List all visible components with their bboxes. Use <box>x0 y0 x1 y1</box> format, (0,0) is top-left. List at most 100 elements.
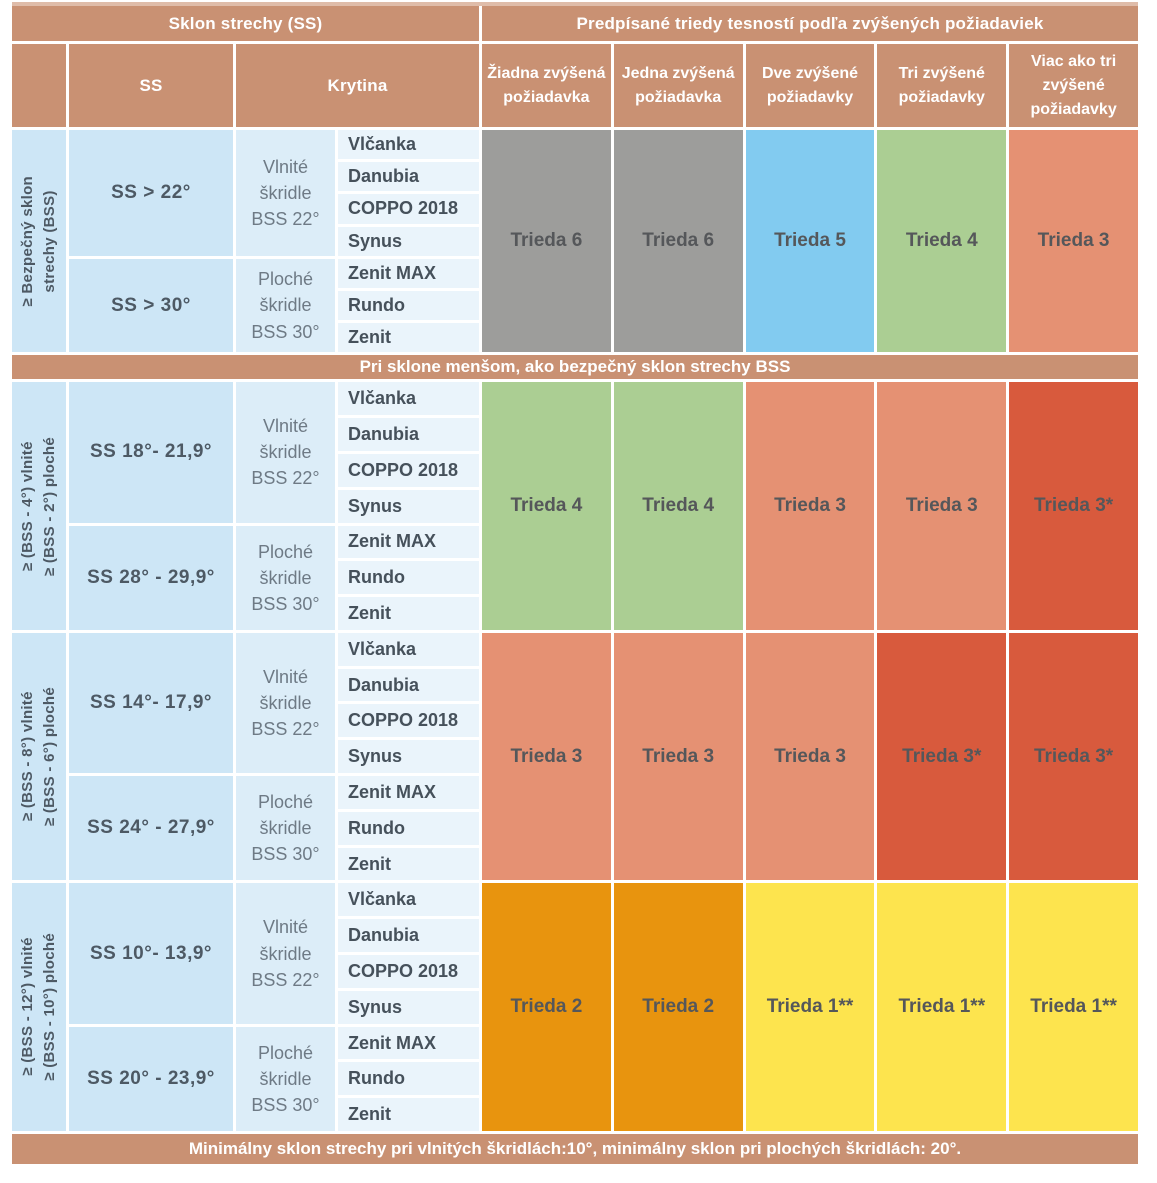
section-4-class-4: Trieda 1** <box>1009 883 1138 1132</box>
section-3-class-4: Trieda 3* <box>1009 632 1138 881</box>
krytina-line: Ploché <box>257 792 314 813</box>
section-3-class-0: Trieda 3 <box>482 632 611 881</box>
product-cell: Zenit MAX <box>338 1026 479 1060</box>
product-cell: Vlčanka <box>338 883 479 917</box>
header-sklon-strechy: Sklon strechy (SS) <box>12 6 479 41</box>
krytina-line: BSS 22° <box>251 208 320 229</box>
product-cell: COPPO 2018 <box>338 704 479 738</box>
product-cell: Zenit <box>338 847 479 881</box>
section-1-class-2: Trieda 5 <box>745 130 875 353</box>
section-2-class-2: Trieda 3 <box>745 382 875 630</box>
section-3-label-line-2: ≥ (BSS - 6°) ploché <box>41 687 58 827</box>
krytina-line: BSS 22° <box>251 969 320 990</box>
section-1-label-line-1: ≥ Bezpečný sklon <box>19 175 37 307</box>
section-4-class-2: Trieda 1** <box>745 883 875 1132</box>
product-cell: Vlčanka <box>338 632 479 666</box>
krytina-line: škridle <box>259 442 312 463</box>
header-predpisane-triedy: Predpísané triedy tesností podľa zvýšený… <box>482 6 1138 41</box>
product-cell: Rundo <box>338 561 479 595</box>
krytina-line: škridle <box>259 1068 312 1089</box>
section-2-label-line-1: ≥ (BSS - 4°) vlnité <box>19 441 37 572</box>
section-2-class-0: Trieda 4 <box>482 382 611 630</box>
header-req-0: Žiadna zvýšená požiadavka <box>482 44 611 127</box>
section-3-class-1: Trieda 3 <box>613 632 743 881</box>
header-empty-cell <box>12 44 66 127</box>
section-4-class-0: Trieda 2 <box>482 883 611 1132</box>
section-1-rotated-label: ≥ Bezpečný sklon strechy (BSS) <box>12 130 66 353</box>
header-req-3: Tri zvýšené požiadavky <box>877 44 1007 127</box>
product-cell: Rundo <box>338 811 479 845</box>
product-cell: COPPO 2018 <box>338 194 479 224</box>
section-3-class-2: Trieda 3 <box>745 632 875 881</box>
section-2-class-3: Trieda 3 <box>877 382 1007 630</box>
product-cell: Synus <box>338 489 479 523</box>
section-3-rotated-label: ≥ (BSS - 8°) vlnité ≥ (BSS - 6°) ploché <box>12 632 66 881</box>
krytina-line: BSS 30° <box>251 321 320 342</box>
product-cell: COPPO 2018 <box>338 955 479 988</box>
section-3-krytina-ploche: Ploché škridle BSS 30° <box>236 776 335 881</box>
header-ss: SS <box>69 44 233 127</box>
section-2-ss-ploche: SS 28° - 29,9° <box>69 525 233 630</box>
section-3-label-line-1: ≥ (BSS - 8°) vlnité <box>19 691 37 822</box>
product-cell: Synus <box>338 740 479 774</box>
footer-note: Minimálny sklon strechy pri vlnitých škr… <box>12 1134 1138 1165</box>
section-2-krytina-vlnite: Vlnité škridle BSS 22° <box>236 382 335 523</box>
product-cell: Danubia <box>338 162 479 192</box>
krytina-line: BSS 22° <box>251 468 320 489</box>
section-2-ss-vlnite: SS 18°- 21,9° <box>69 382 233 523</box>
section-2-class-4: Trieda 3* <box>1009 382 1138 630</box>
table-grid: Sklon strechy (SS) Predpísané triedy tes… <box>12 6 1138 1165</box>
section-4-label-line-1: ≥ (BSS - 12°) vlnité <box>19 937 37 1077</box>
krytina-line: BSS 30° <box>251 593 320 614</box>
product-cell: Vlčanka <box>338 382 479 416</box>
section-2-class-1: Trieda 4 <box>613 382 743 630</box>
krytina-line: Ploché <box>257 269 314 290</box>
tightness-class-table: Sklon strechy (SS) Predpísané triedy tes… <box>12 2 1138 1165</box>
krytina-line: škridle <box>259 692 312 713</box>
section-3-ss-ploche: SS 24° - 27,9° <box>69 776 233 881</box>
krytina-line: Ploché <box>257 1042 314 1063</box>
krytina-line: Ploché <box>257 541 314 562</box>
header-req-4: Viac ako tri zvýšené požiadavky <box>1009 44 1138 127</box>
krytina-line: škridle <box>259 182 312 203</box>
section-3-krytina-vlnite: Vlnité škridle BSS 22° <box>236 632 335 774</box>
krytina-line: Vlnité <box>262 416 309 437</box>
krytina-line: BSS 30° <box>251 1094 320 1115</box>
section-4-ss-ploche: SS 20° - 23,9° <box>69 1026 233 1132</box>
krytina-line: škridle <box>259 295 312 316</box>
product-cell: Synus <box>338 226 479 256</box>
section-4-krytina-vlnite: Vlnité škridle BSS 22° <box>236 883 335 1024</box>
product-cell: Zenit <box>338 323 479 353</box>
header-krytina: Krytina <box>236 44 479 127</box>
section-4-label-line-2: ≥ (BSS - 10°) ploché <box>41 933 58 1082</box>
product-cell: Synus <box>338 990 479 1024</box>
krytina-line: BSS 30° <box>251 844 320 865</box>
product-cell: Zenit MAX <box>338 258 479 288</box>
krytina-line: škridle <box>259 818 312 839</box>
section-2-krytina-ploche: Ploché škridle BSS 30° <box>236 525 335 630</box>
section-2-rotated-label: ≥ (BSS - 4°) vlnité ≥ (BSS - 2°) ploché <box>12 382 66 630</box>
section-1-ss-ploche: SS > 30° <box>69 258 233 353</box>
top-accent-strip <box>12 2 1138 6</box>
band-title: Pri sklone menšom, ako bezpečný sklon st… <box>12 355 1138 380</box>
krytina-line: škridle <box>259 943 312 964</box>
section-1-class-4: Trieda 3 <box>1009 130 1138 353</box>
product-cell: Zenit <box>338 597 479 630</box>
header-req-1: Jedna zvýšená požiadavka <box>613 44 743 127</box>
krytina-line: škridle <box>259 567 312 588</box>
product-cell: Danubia <box>338 668 479 702</box>
section-1-ss-vlnite: SS > 22° <box>69 130 233 256</box>
product-cell: Rundo <box>338 290 479 321</box>
krytina-line: BSS 22° <box>251 719 320 740</box>
section-1-class-0: Trieda 6 <box>482 130 611 353</box>
krytina-line: Vlnité <box>262 917 309 938</box>
section-1-class-1: Trieda 6 <box>613 130 743 353</box>
krytina-line: Vlnité <box>262 156 309 177</box>
product-cell: Danubia <box>338 919 479 953</box>
section-4-class-1: Trieda 2 <box>613 883 743 1132</box>
section-1-krytina-vlnite: Vlnité škridle BSS 22° <box>236 130 335 256</box>
product-cell: Vlčanka <box>338 130 479 160</box>
section-4-krytina-ploche: Ploché škridle BSS 30° <box>236 1026 335 1132</box>
section-4-ss-vlnite: SS 10°- 13,9° <box>69 883 233 1024</box>
product-cell: Zenit <box>338 1098 479 1132</box>
